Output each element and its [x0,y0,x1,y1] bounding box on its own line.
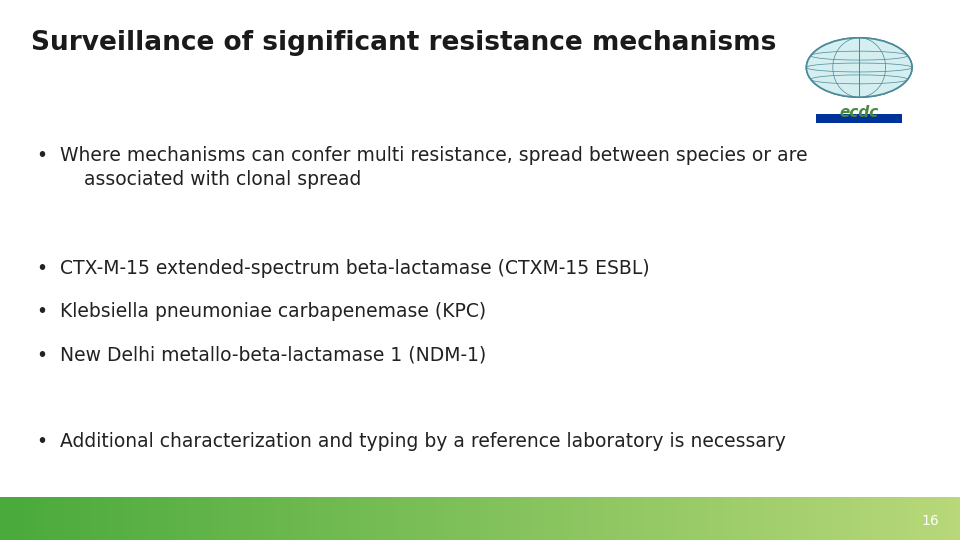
Text: Where mechanisms can confer multi resistance, spread between species or are
    : Where mechanisms can confer multi resist… [60,146,807,189]
Text: New Delhi metallo-beta-lactamase 1 (NDM-1): New Delhi metallo-beta-lactamase 1 (NDM-… [60,346,486,365]
Circle shape [806,38,912,97]
Text: ecdc: ecdc [840,105,878,120]
Text: •: • [36,146,48,165]
Text: CTX-M-15 extended-spectrum beta-lactamase (CTXM-15 ESBL): CTX-M-15 extended-spectrum beta-lactamas… [60,259,649,278]
Text: •: • [36,259,48,278]
Bar [816,114,902,123]
Text: •: • [36,346,48,365]
Text: •: • [36,432,48,451]
Text: Additional characterization and typing by a reference laboratory is necessary: Additional characterization and typing b… [60,432,785,451]
Text: Surveillance of significant resistance mechanisms: Surveillance of significant resistance m… [31,30,776,56]
Text: •: • [36,302,48,321]
Text: Klebsiella pneumoniae carbapenemase (KPC): Klebsiella pneumoniae carbapenemase (KPC… [60,302,486,321]
Text: 16: 16 [922,514,939,528]
